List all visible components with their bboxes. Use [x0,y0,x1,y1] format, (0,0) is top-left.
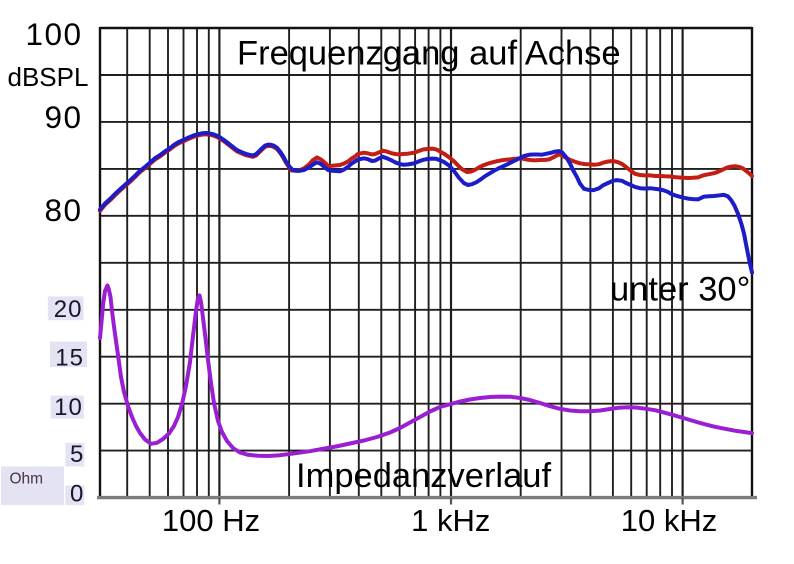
svg-text:100: 100 [25,16,82,52]
svg-text:20: 20 [54,296,83,323]
svg-text:80: 80 [44,192,82,228]
svg-text:Impedanzverlauf: Impedanzverlauf [296,457,551,495]
svg-text:10: 10 [54,394,83,421]
svg-text:0: 0 [70,480,83,507]
svg-text:Frequenzgang auf Achse: Frequenzgang auf Achse [237,35,621,73]
svg-text:90: 90 [44,99,82,135]
svg-text:1 kHz: 1 kHz [411,503,490,538]
svg-text:Ohm: Ohm [10,471,44,488]
svg-text:15: 15 [55,345,84,372]
svg-text:10 kHz: 10 kHz [621,503,717,538]
svg-text:unter 30°: unter 30° [610,270,750,308]
svg-text:5: 5 [70,441,83,468]
svg-text:dBSPL: dBSPL [8,62,89,92]
svg-text:100 Hz: 100 Hz [162,503,260,538]
